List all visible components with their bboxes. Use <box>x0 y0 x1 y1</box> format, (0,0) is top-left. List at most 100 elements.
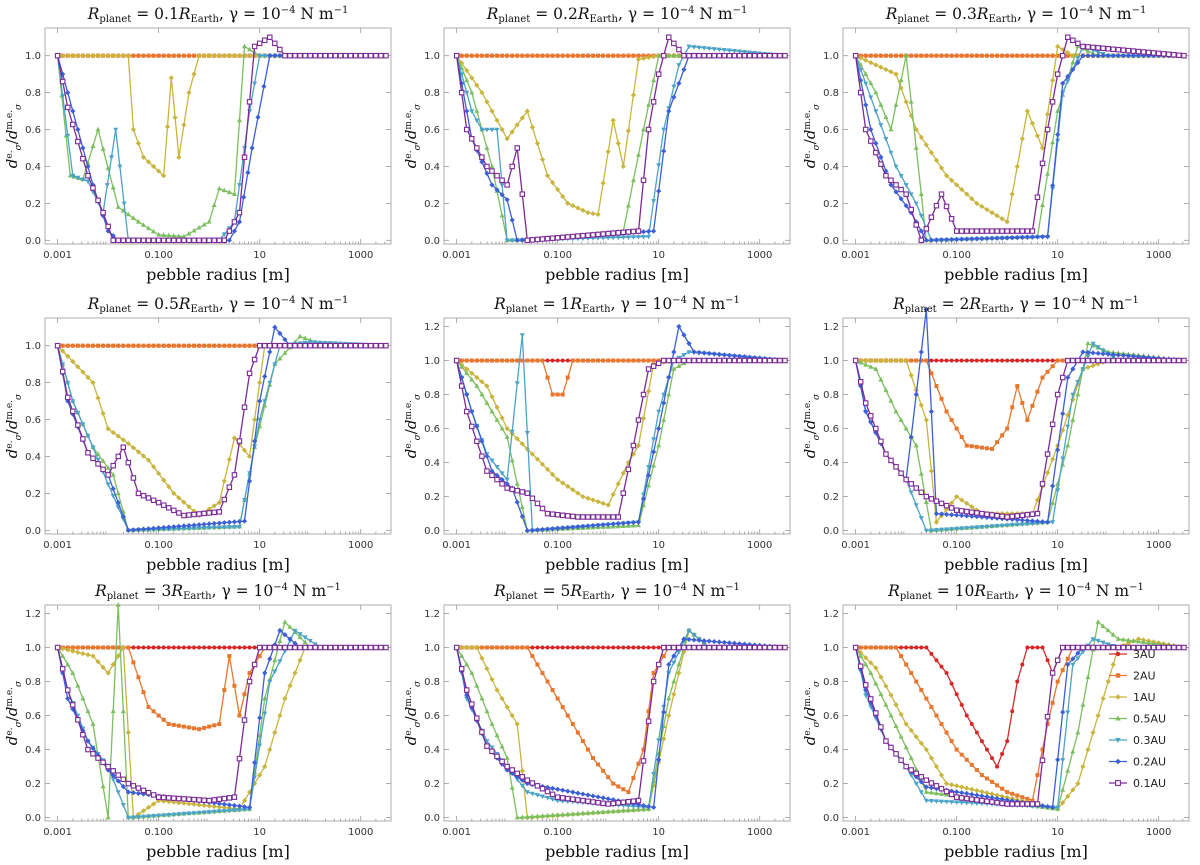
data-point <box>590 809 596 815</box>
data-point <box>731 640 738 646</box>
x-tick-label: 0.001 <box>442 827 471 838</box>
data-point <box>125 789 131 795</box>
data-point <box>999 235 1005 241</box>
data-point <box>862 400 869 406</box>
data-point <box>297 342 303 349</box>
data-point <box>332 342 339 349</box>
data-point <box>302 335 308 341</box>
series-line <box>455 334 785 532</box>
data-point <box>236 438 243 444</box>
data-point <box>75 682 81 688</box>
data-point <box>919 688 924 693</box>
data-point <box>181 724 186 729</box>
data-point <box>908 490 914 496</box>
data-point <box>630 235 636 240</box>
data-point <box>1065 710 1071 715</box>
data-point <box>756 644 763 651</box>
data-point <box>904 662 909 667</box>
axis-frame <box>842 604 1190 822</box>
data-point <box>504 704 510 710</box>
data-point <box>929 53 934 58</box>
data-point <box>651 645 656 650</box>
data-point <box>943 203 950 210</box>
data-point <box>221 525 227 530</box>
data-point <box>616 53 621 58</box>
data-point <box>484 127 490 133</box>
panel-title: Rplanet = 0.3REarth, γ = 10−4 N m−1 <box>885 5 1147 25</box>
data-point <box>252 645 257 650</box>
data-point <box>217 645 222 650</box>
data-point <box>620 520 626 526</box>
data-point <box>484 468 490 474</box>
data-point <box>989 791 995 797</box>
data-point <box>1070 656 1076 662</box>
x-tick-label: 0.100 <box>543 540 572 551</box>
data-point <box>606 645 611 650</box>
data-point <box>227 654 232 659</box>
data-point <box>1004 219 1010 225</box>
data-point <box>620 235 626 241</box>
data-point <box>726 644 733 651</box>
series-1AU <box>55 343 389 519</box>
data-point <box>660 52 667 59</box>
data-point <box>464 366 470 372</box>
data-point <box>1095 345 1101 350</box>
data-point <box>615 481 621 487</box>
data-point <box>948 500 955 506</box>
x-tick-label: 1000 <box>348 827 373 838</box>
data-point <box>1044 519 1051 525</box>
data-point <box>231 524 237 530</box>
data-point <box>539 236 546 242</box>
data-point <box>575 797 581 803</box>
data-point <box>257 715 263 721</box>
data-point <box>938 799 944 805</box>
data-point <box>995 783 1000 788</box>
data-point <box>80 53 86 59</box>
data-point <box>585 810 591 815</box>
data-point <box>267 656 273 662</box>
data-point <box>1050 456 1056 462</box>
data-point <box>913 503 919 508</box>
data-point <box>262 763 268 770</box>
data-point <box>726 352 732 358</box>
data-point <box>1151 640 1157 646</box>
data-point <box>1135 53 1142 59</box>
data-point <box>913 781 919 787</box>
data-point <box>1015 358 1020 363</box>
data-point <box>767 357 773 364</box>
data-point <box>575 790 581 796</box>
data-point <box>277 355 283 361</box>
data-point <box>120 437 126 443</box>
data-point <box>261 37 268 44</box>
data-point <box>247 645 252 650</box>
data-point <box>206 521 212 527</box>
data-point <box>701 638 707 644</box>
data-point <box>646 234 652 240</box>
data-point <box>580 232 586 239</box>
data-point <box>211 520 217 527</box>
data-point <box>227 645 232 650</box>
data-point <box>948 782 955 788</box>
data-point <box>499 743 505 749</box>
data-point <box>1020 401 1025 406</box>
data-point <box>191 508 197 514</box>
data-point <box>216 800 222 807</box>
data-point <box>1095 361 1101 367</box>
data-point <box>131 660 136 665</box>
data-point <box>641 234 647 240</box>
data-point <box>741 641 748 647</box>
data-point <box>535 53 540 58</box>
data-point <box>282 350 288 355</box>
data-point <box>211 509 217 516</box>
data-point <box>954 512 960 518</box>
data-point <box>626 53 631 58</box>
data-point <box>262 53 268 59</box>
data-point <box>1130 353 1137 359</box>
data-point <box>954 236 960 242</box>
data-point <box>701 350 707 356</box>
data-point <box>1020 795 1025 800</box>
data-point <box>545 645 550 650</box>
data-point <box>216 804 222 810</box>
data-point <box>1166 51 1172 58</box>
data-point <box>929 651 934 656</box>
